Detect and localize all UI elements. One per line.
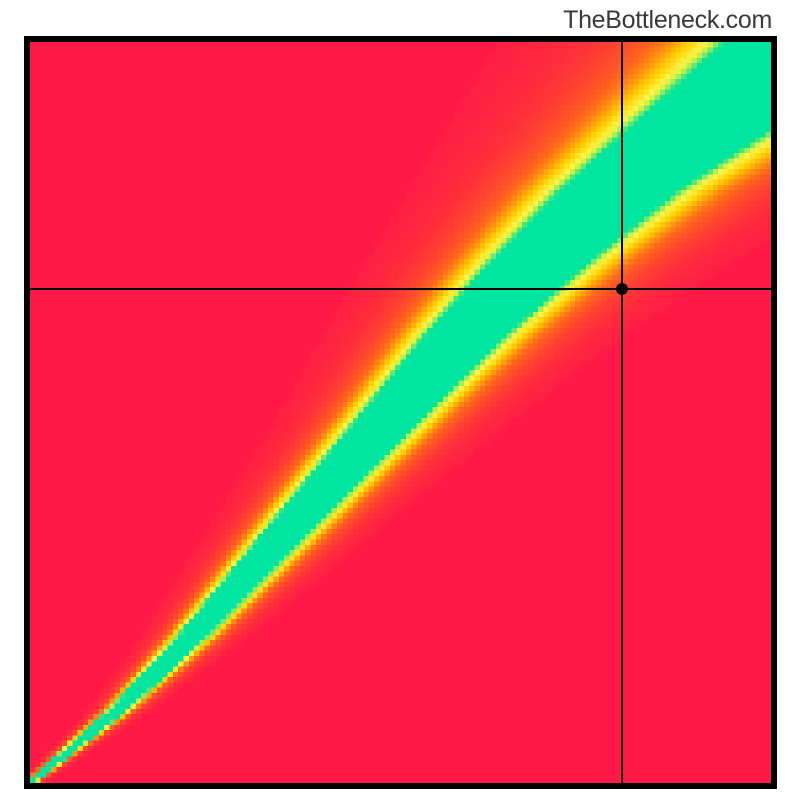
heatmap-canvas bbox=[30, 42, 771, 783]
crosshair-vertical bbox=[621, 42, 623, 783]
watermark: TheBottleneck.com bbox=[563, 6, 772, 35]
marker-dot bbox=[616, 283, 628, 295]
heatmap-canvas-wrap bbox=[30, 42, 771, 783]
crosshair-horizontal bbox=[30, 288, 771, 290]
